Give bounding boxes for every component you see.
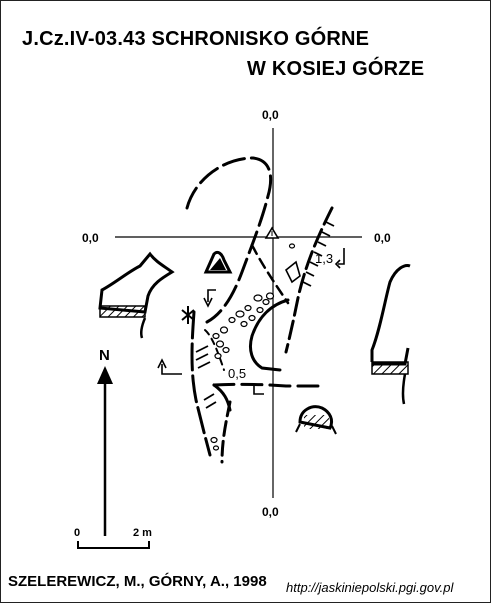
scale-bar (77, 541, 150, 549)
central-pillar (248, 298, 290, 372)
datum-label-left: 0,0 (82, 231, 99, 245)
inner-wall (250, 243, 290, 305)
stalagmite-symbol (181, 306, 195, 324)
scale-label-start: 0 (74, 527, 81, 539)
scale-label-end: 2 m (133, 527, 152, 539)
rock-triangle (203, 250, 233, 274)
lower-passage-wall (220, 400, 232, 464)
datum-label-bottom: 0,0 (262, 505, 279, 519)
north-arrow (97, 366, 113, 536)
cave-outline (185, 156, 334, 464)
side-wall (204, 329, 225, 371)
authors-credit: SZELEREWICZ, M., GÓRNY, A., 1998 (8, 573, 267, 590)
lower-chamber-curve (212, 383, 232, 412)
cave-id-title: J.Cz.IV-03.43 SCHRONISKO GÓRNE (22, 28, 370, 50)
datum-label-right: 0,0 (374, 231, 391, 245)
slope-arrows (157, 248, 345, 395)
cave-name-title: W KOSIEJ GÓRZE (247, 58, 425, 80)
datum-axes (115, 128, 362, 498)
right-rock-outcrop (370, 264, 411, 405)
drop-ticks (195, 345, 217, 409)
lower-chamber-line (212, 382, 324, 388)
source-url: http://jaskiniepolski.pgi.gov.pl (286, 580, 454, 595)
height-label-niche: 1,3 (315, 251, 334, 266)
datum-label-top: 0,0 (262, 108, 279, 122)
north-label: N (99, 347, 110, 364)
left-rock-outcrop (98, 251, 175, 339)
rubble (210, 243, 296, 451)
right-passage-wall (284, 206, 334, 354)
overhang-ticks (302, 221, 335, 287)
boulder-outcrop (295, 405, 337, 435)
left-passage-wall (190, 310, 212, 457)
height-label-passage: 0,5 (228, 366, 247, 381)
upper-lobe-outline (185, 156, 273, 324)
survey-point-marker (264, 226, 280, 239)
